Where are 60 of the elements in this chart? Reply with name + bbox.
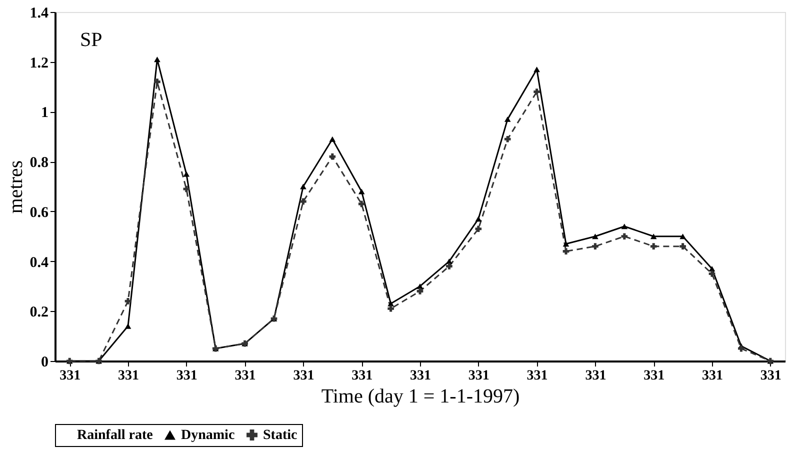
point (562, 241, 570, 247)
point (680, 243, 686, 250)
legend-label: Static (263, 428, 298, 443)
point (680, 234, 686, 240)
point (504, 136, 511, 142)
y-tick-label: 0 (41, 354, 48, 370)
point (504, 116, 511, 122)
point (416, 288, 424, 294)
x-tick-label: 331 (526, 368, 548, 384)
point (358, 200, 365, 208)
point (300, 198, 306, 205)
point (534, 88, 540, 95)
point (621, 224, 628, 230)
y-tick-label: 1 (41, 105, 48, 122)
x-tick-label: 331 (234, 368, 256, 384)
point (300, 184, 306, 190)
x-tick-label: 331 (352, 368, 373, 384)
point (475, 216, 482, 222)
legend-label: Rainfall rate (77, 428, 153, 443)
x-tick-label: 331 (702, 368, 723, 384)
y-tick-label: 1.4 (30, 6, 49, 22)
point (650, 234, 657, 240)
point (124, 323, 132, 329)
point (592, 234, 598, 240)
point (475, 226, 482, 232)
point (358, 188, 365, 194)
point (708, 270, 716, 277)
y-tick-label: 1.2 (30, 55, 48, 72)
annotation: SP (80, 29, 102, 51)
point (329, 136, 336, 142)
x-tick-label: 331 (468, 368, 490, 384)
point (562, 248, 570, 254)
point (329, 153, 336, 160)
point (592, 243, 598, 250)
point (388, 305, 394, 312)
point (124, 298, 132, 304)
point (154, 56, 160, 62)
point (738, 345, 744, 352)
x-tick-label: 331 (293, 368, 314, 384)
x-tick-label: 331 (118, 368, 139, 384)
y-tick-label: 0.2 (30, 304, 48, 321)
point (621, 233, 628, 240)
point (534, 66, 540, 72)
x-axis-title: Time (day 1 = 1-1-1997) (321, 386, 520, 408)
point (650, 243, 657, 250)
point (446, 263, 452, 270)
point (154, 78, 160, 85)
x-tick-label: 331 (644, 368, 665, 384)
point (183, 171, 190, 177)
x-tick-label: 331 (176, 368, 198, 384)
x-tick-label: 331 (585, 368, 606, 384)
legend-label: Dynamic (181, 428, 235, 443)
y-tick-label: 0.8 (30, 155, 48, 172)
y-tick-label: 0.6 (30, 204, 49, 221)
x-tick-label: 331 (60, 368, 81, 384)
x-tick-label: 331 (410, 368, 431, 384)
y-tick-label: 0.4 (30, 254, 49, 271)
point (183, 186, 190, 192)
x-tick-label: 331 (760, 368, 782, 384)
y-axis-title: metres (4, 160, 27, 214)
